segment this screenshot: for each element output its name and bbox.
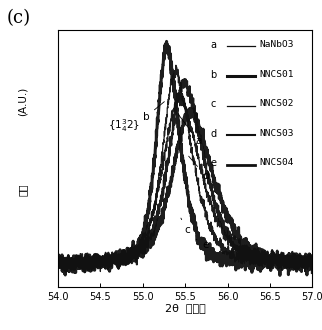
Text: b: b bbox=[143, 102, 164, 121]
Text: e: e bbox=[196, 239, 208, 250]
Text: b: b bbox=[211, 70, 217, 80]
Text: c: c bbox=[211, 99, 216, 109]
Text: a: a bbox=[178, 115, 202, 146]
Text: e: e bbox=[211, 158, 217, 168]
Text: $\{1^3_4 2\}$: $\{1^3_4 2\}$ bbox=[108, 117, 140, 134]
Text: NNCS01: NNCS01 bbox=[259, 70, 293, 79]
Text: NaNbO3: NaNbO3 bbox=[259, 40, 293, 49]
Text: c: c bbox=[181, 218, 190, 235]
Text: NNCS03: NNCS03 bbox=[259, 129, 293, 138]
Text: NNCS02: NNCS02 bbox=[259, 99, 293, 108]
Text: (c): (c) bbox=[7, 9, 31, 27]
Text: 强度: 强度 bbox=[17, 183, 27, 196]
X-axis label: 2θ  （度）: 2θ （度） bbox=[165, 303, 205, 314]
Text: a: a bbox=[211, 40, 217, 50]
Text: d: d bbox=[211, 129, 217, 139]
Text: NNCS04: NNCS04 bbox=[259, 158, 293, 167]
Text: d: d bbox=[189, 156, 209, 181]
Text: (A.U.): (A.U.) bbox=[17, 87, 27, 116]
